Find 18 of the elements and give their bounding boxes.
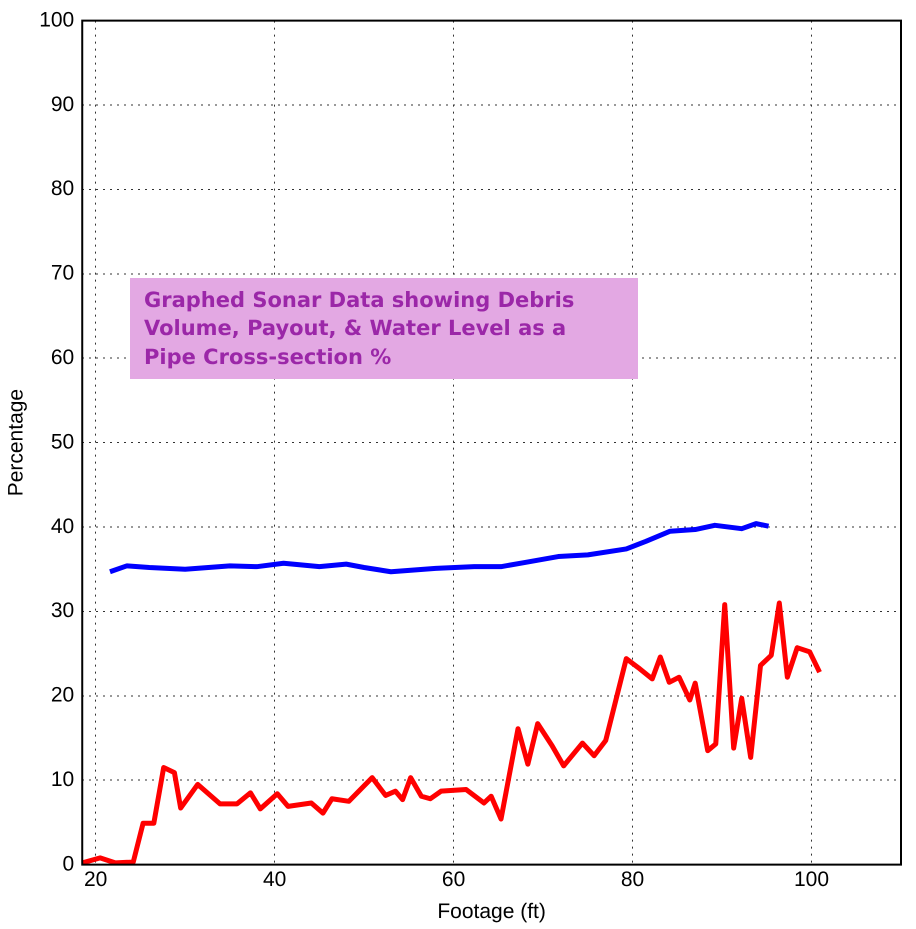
y-tick-label: 40	[50, 514, 74, 538]
y-tick-label: 60	[50, 346, 74, 369]
x-tick-label: 80	[620, 868, 644, 891]
y-tick-label: 90	[50, 92, 74, 116]
y-axis-title: Percentage	[4, 388, 28, 496]
y-tick-label: 100	[39, 8, 74, 32]
x-tick-label: 100	[794, 868, 830, 891]
y-tick-label: 80	[50, 177, 74, 200]
y-tick-label: 10	[50, 768, 74, 791]
y-tick-label: 30	[50, 599, 74, 622]
x-tick-label: 20	[84, 868, 108, 891]
y-tick-label: 70	[50, 262, 74, 285]
x-tick-label: 40	[262, 868, 286, 891]
x-axis-title: Footage (ft)	[437, 900, 546, 924]
y-tick-label: 0	[62, 852, 74, 876]
y-tick-label: 20	[50, 684, 74, 707]
y-tick-label: 50	[50, 430, 74, 454]
x-tick-label: 60	[442, 868, 466, 891]
